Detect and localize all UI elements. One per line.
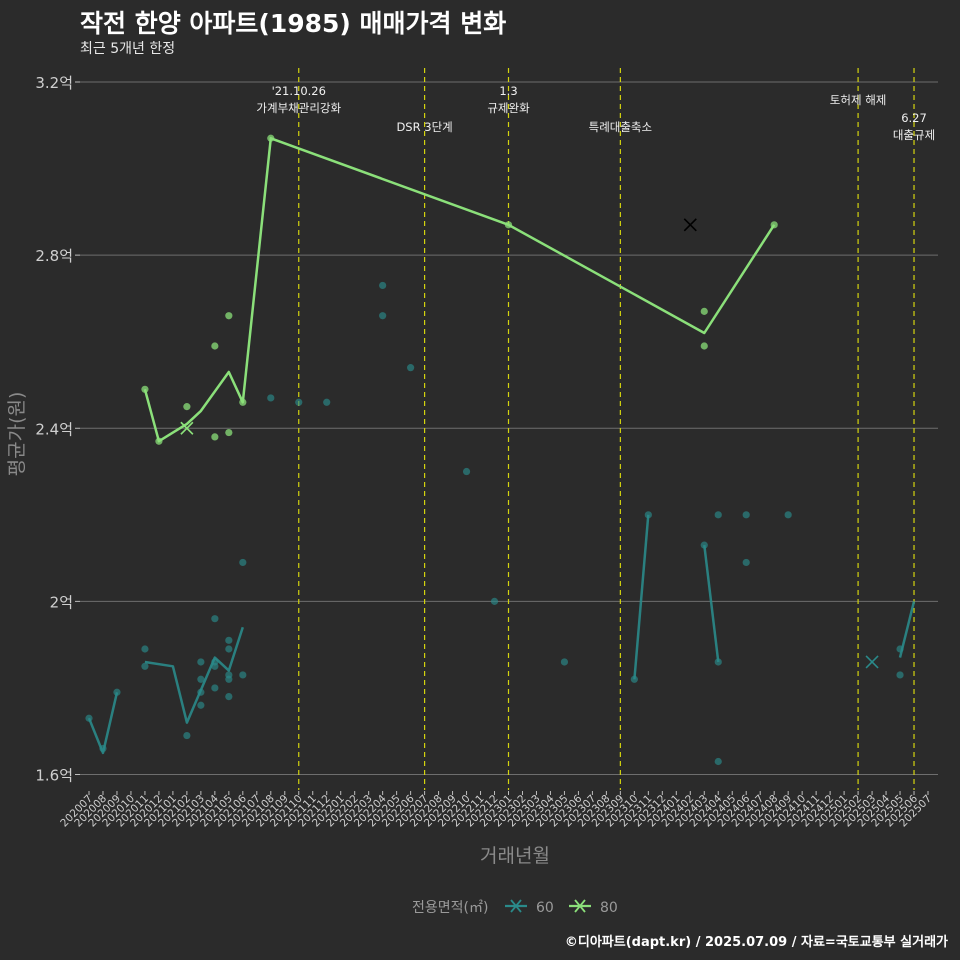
y-tick-label: 3.2억 xyxy=(35,74,73,92)
legend-key-x xyxy=(574,899,586,913)
series-60-point xyxy=(99,744,107,753)
annotation-label: 가계부채관리강화 xyxy=(256,101,341,115)
series-60-point xyxy=(113,688,121,696)
series-60-point xyxy=(239,558,247,567)
series-60-point xyxy=(700,541,708,549)
x-marker-stroke xyxy=(683,218,697,232)
series-80-point xyxy=(183,403,191,411)
series-80-x-marker xyxy=(180,421,194,435)
legend-title: 전용면적(㎡) xyxy=(412,900,488,916)
series-60-point xyxy=(407,364,415,372)
series-60-point xyxy=(225,675,233,683)
legend-item-80: 80 xyxy=(569,899,618,916)
series-60-point xyxy=(141,645,149,653)
series-80-point xyxy=(225,428,233,437)
series-60-point xyxy=(714,757,722,766)
series-80-x-marker xyxy=(683,218,697,232)
annotation-label: 규제완화 xyxy=(487,101,530,115)
series-60-point xyxy=(896,671,904,679)
legend-label: 60 xyxy=(536,900,554,916)
x-marker-stroke xyxy=(865,655,879,669)
series-60-x-marker xyxy=(865,655,879,669)
series-80-point xyxy=(225,312,233,320)
series-80-point xyxy=(211,342,219,350)
annotation-label: 대출규제 xyxy=(893,128,935,142)
series-60-point xyxy=(267,394,275,402)
x-axis-title: 거래년월 xyxy=(480,845,550,867)
chart-title: 작전 한양 아파트(1985) 매매가격 변화 xyxy=(80,9,507,38)
series-60-line xyxy=(703,544,720,663)
series-60-point xyxy=(141,662,149,670)
series-60-point xyxy=(379,312,387,320)
series-80-point xyxy=(141,385,149,393)
series-60-point xyxy=(490,597,499,605)
series-60-point xyxy=(239,671,247,679)
series-80-point xyxy=(504,221,513,229)
series-60-line xyxy=(87,692,119,755)
series-60-point xyxy=(183,731,191,740)
series-60-point xyxy=(85,714,93,722)
series-60-point xyxy=(211,658,219,666)
x-marker-stroke xyxy=(180,421,194,435)
series-60-point xyxy=(462,467,471,476)
annotation-label: '21.10.26 xyxy=(272,84,326,98)
series-60-point xyxy=(714,658,722,666)
annotation-label: 특례대출축소 xyxy=(589,120,652,134)
series-60-point xyxy=(896,645,904,653)
series-60-point xyxy=(211,684,219,692)
y-tick-label: 1.6억 xyxy=(35,767,73,785)
series-60-point xyxy=(714,511,722,519)
series-60-point xyxy=(197,688,205,696)
series-60-point xyxy=(560,658,569,666)
annotation-label: 토허제 해제 xyxy=(830,93,887,107)
y-tick-label: 2.4억 xyxy=(35,420,73,438)
series-80-point xyxy=(267,134,275,142)
series-60-point xyxy=(197,675,205,683)
series-60-line xyxy=(633,514,650,680)
source-caption: ©디아파트(dapt.kr) / 2025.07.09 / 자료=국토교통부 실… xyxy=(564,935,948,950)
series-60-point xyxy=(197,701,205,709)
series-60-point xyxy=(197,658,205,666)
series-80-point xyxy=(770,221,778,229)
series-60-point xyxy=(323,398,331,406)
annotation-label: DSR 3단계 xyxy=(396,120,452,134)
series-60-point xyxy=(295,398,303,406)
annotation-label: 1.3 xyxy=(499,84,517,98)
y-tick-label: 2.8억 xyxy=(35,247,73,265)
series-60-point xyxy=(630,675,638,683)
y-tick-label: 2억 xyxy=(50,593,73,611)
series-60-point xyxy=(742,558,750,567)
series-60-point xyxy=(211,615,219,623)
series-60-point xyxy=(742,511,750,519)
y-axis-title: 평균가(원) xyxy=(6,392,28,477)
legend-key-x xyxy=(510,899,522,913)
series-80-point xyxy=(239,398,247,406)
series-60-point xyxy=(225,636,233,644)
series-60-point xyxy=(784,511,792,519)
annotation-label: 6.27 xyxy=(901,111,927,125)
chart-subtitle: 최근 5개년 한정 xyxy=(80,41,176,57)
series-60-point xyxy=(644,511,652,519)
series-80-line xyxy=(143,137,776,443)
series-60-point xyxy=(225,692,233,701)
legend-label: 80 xyxy=(600,900,618,916)
series-60-point xyxy=(225,645,233,653)
series-80-point xyxy=(700,307,708,315)
legend-item-60: 60 xyxy=(505,899,554,916)
series-60-point xyxy=(379,281,387,290)
series-80-point xyxy=(211,433,219,441)
series-80-point xyxy=(700,342,708,350)
series-80-point xyxy=(155,437,163,445)
